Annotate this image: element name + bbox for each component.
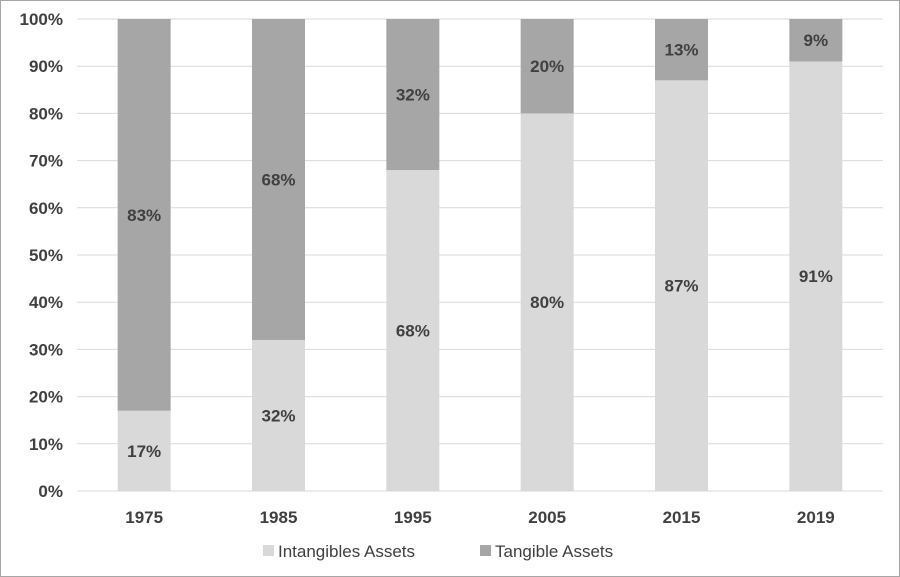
x-tick-label: 1975 [125,508,163,527]
y-tick-label: 100% [20,10,63,29]
data-label: 32% [396,86,430,105]
x-tick-label: 1995 [394,508,432,527]
legend-label: Intangibles Assets [278,542,415,561]
x-tick-label: 2019 [797,508,835,527]
data-label: 13% [664,41,698,60]
data-labels: 17% 83% 32% 68% 68% 32% 80% 20% 87% 13% 91% 9% [127,31,833,461]
legend-swatch [263,545,274,556]
data-label: 87% [664,277,698,296]
y-tick-label: 40% [29,293,63,312]
y-tick-label: 0% [38,482,63,501]
data-label: 91% [799,267,833,286]
legend-label: Tangible Assets [495,542,613,561]
bars [117,19,843,492]
y-tick-label: 90% [29,57,63,76]
y-axis-ticks: 0% 10% 20% 30% 40% 50% 60% 70% 80% 90% 100% [20,10,63,501]
y-tick-label: 70% [29,152,63,171]
bar-segment-tangible [117,19,171,411]
bar-segment-tangible [252,19,305,340]
bar-segment-intangible [252,339,305,491]
x-tick-label: 1985 [260,508,298,527]
bar-segment-intangible [386,170,440,492]
y-tick-label: 30% [29,340,63,359]
y-tick-label: 60% [29,199,63,218]
data-label: 83% [127,206,161,225]
bar-segment-tangible [386,19,440,171]
data-label: 32% [261,406,295,425]
x-tick-label: 2005 [528,508,566,527]
legend-swatch [480,545,491,556]
gridlines [77,18,883,492]
legend: Intangibles Assets Tangible Assets [263,542,613,561]
y-tick-label: 80% [29,104,63,123]
data-label: 68% [261,170,295,189]
data-label: 68% [396,322,430,341]
y-tick-label: 10% [29,435,63,454]
x-tick-label: 2015 [663,508,701,527]
bar-segment-intangible [520,113,574,492]
y-tick-label: 20% [29,388,63,407]
data-label: 9% [804,31,829,50]
bar-segment-intangible [117,410,171,491]
y-tick-label: 50% [29,246,63,265]
bar-segment-tangible [520,19,574,114]
bar-segment-intangible [655,80,708,492]
data-label: 80% [530,293,564,312]
x-axis-ticks: 1975 1985 1995 2005 2015 2019 [125,508,834,527]
data-label: 17% [127,442,161,461]
data-label: 20% [530,57,564,76]
bar-segment-tangible [789,19,843,62]
bar-segment-intangible [789,61,843,491]
bar-segment-tangible [655,19,708,81]
